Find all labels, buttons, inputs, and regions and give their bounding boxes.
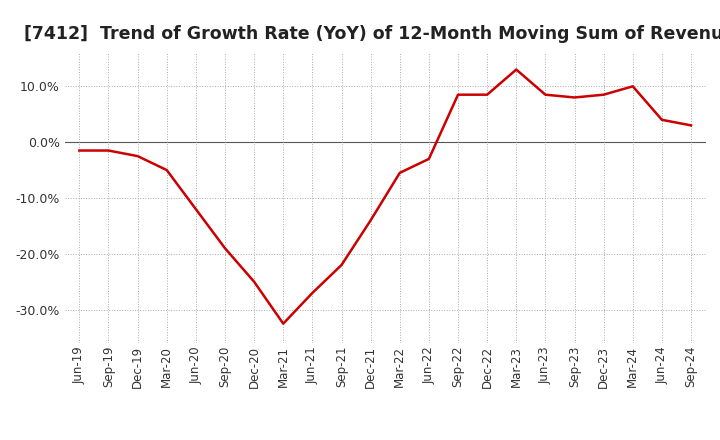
Title: [7412]  Trend of Growth Rate (YoY) of 12-Month Moving Sum of Revenues: [7412] Trend of Growth Rate (YoY) of 12-…	[24, 25, 720, 43]
